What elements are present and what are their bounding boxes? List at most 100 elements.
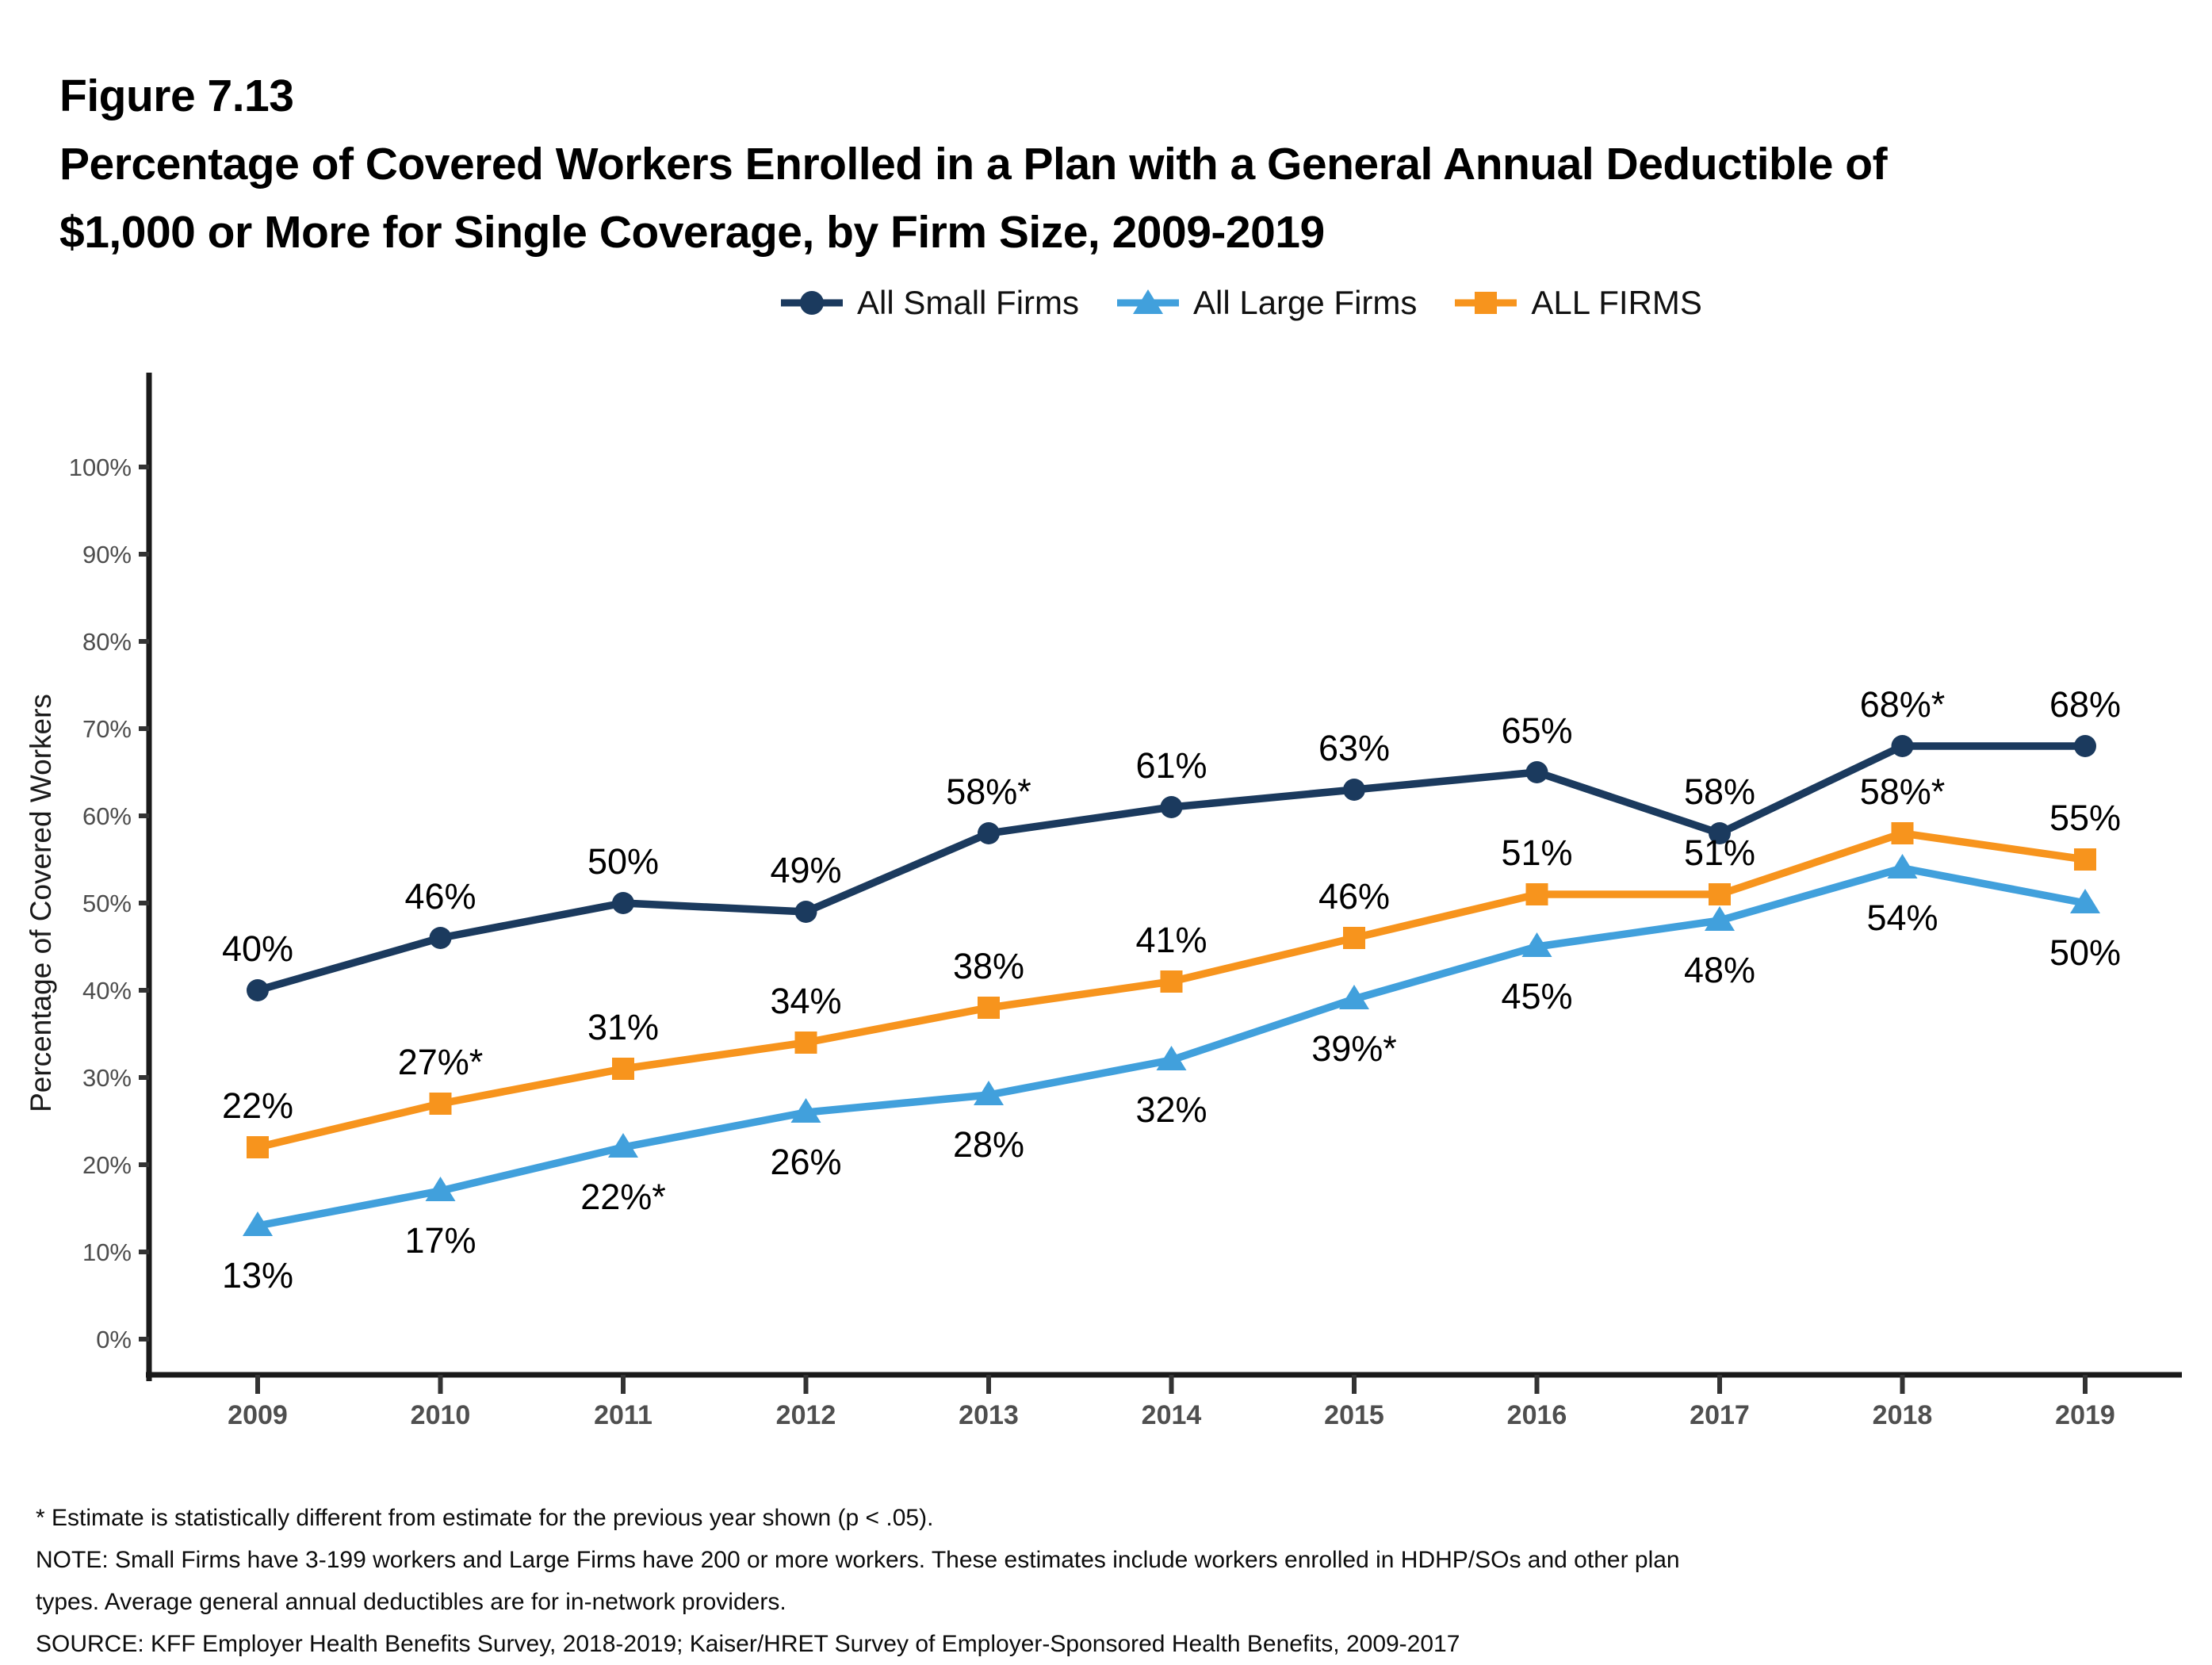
y-tick-label: 90% — [82, 541, 132, 568]
y-tick-label: 70% — [82, 715, 132, 743]
point-label: 32% — [1135, 1089, 1207, 1130]
series-marker-all-large-firms — [1156, 1046, 1187, 1070]
y-tick-label: 0% — [96, 1326, 132, 1353]
series-marker-all-large-firms — [1521, 932, 1552, 957]
point-label: 38% — [953, 946, 1024, 986]
series-marker-all-small-firms — [1891, 735, 1914, 757]
series-marker-all-large-firms — [243, 1211, 273, 1236]
x-tick-label: 2019 — [2055, 1400, 2115, 1430]
y-tick-label: 100% — [69, 454, 132, 481]
point-label: 51% — [1684, 832, 1755, 873]
point-label: 22%* — [580, 1177, 666, 1217]
y-tick-label: 80% — [82, 628, 132, 656]
point-label: 40% — [222, 928, 293, 969]
series-marker-all-firms — [1891, 822, 1914, 844]
series-marker-all-small-firms — [1709, 822, 1731, 844]
x-tick-label: 2017 — [1690, 1400, 1750, 1430]
series-marker-all-small-firms — [1525, 761, 1548, 783]
footnote-asterisk: * Estimate is statistically different fr… — [36, 1505, 934, 1531]
series-marker-all-small-firms — [1343, 779, 1365, 801]
point-label: 50% — [587, 841, 659, 882]
point-label: 58% — [1684, 771, 1755, 812]
legend-item-all-firms: ALL FIRMS — [1455, 284, 1702, 322]
legend-item-all-small-firms: All Small Firms — [781, 284, 1079, 322]
chart-title-line2: $1,000 or More for Single Coverage, by F… — [59, 207, 1325, 258]
series-marker-all-firms — [1160, 970, 1183, 993]
point-label: 26% — [770, 1142, 841, 1182]
footnotes: * Estimate is statistically different fr… — [36, 1497, 1680, 1665]
point-label: 39%* — [1311, 1028, 1397, 1069]
y-tick-label: 30% — [82, 1064, 132, 1092]
point-label: 27%* — [398, 1042, 484, 1082]
series-marker-all-small-firms — [1160, 796, 1183, 818]
chart-legend: All Small Firms All Large Firms ALL FIRMS — [781, 279, 1702, 327]
series-marker-all-firms — [1525, 883, 1548, 905]
series-marker-all-large-firms — [1887, 854, 1918, 878]
series-marker-all-small-firms — [247, 979, 269, 1001]
y-tick-label: 60% — [82, 802, 132, 830]
point-label: 28% — [953, 1124, 1024, 1165]
point-label: 50% — [2049, 932, 2121, 973]
point-label: 13% — [222, 1255, 293, 1296]
figure-number: Figure 7.13 — [59, 71, 294, 121]
point-label: 45% — [1501, 976, 1572, 1016]
footnote-source: SOURCE: KFF Employer Health Benefits Sur… — [36, 1631, 1460, 1657]
footnote-note-line2: types. Average general annual deductible… — [36, 1589, 786, 1615]
point-label: 61% — [1135, 745, 1207, 786]
point-label: 55% — [2049, 798, 2121, 838]
legend-item-all-large-firms: All Large Firms — [1117, 284, 1417, 322]
point-label: 58%* — [946, 771, 1031, 812]
series-marker-all-firms — [247, 1136, 269, 1158]
point-label: 31% — [587, 1007, 659, 1047]
point-label: 49% — [770, 850, 841, 890]
x-tick-label: 2015 — [1324, 1400, 1384, 1430]
point-label: 68% — [2049, 684, 2121, 725]
series-marker-all-large-firms — [974, 1081, 1004, 1105]
series-marker-all-firms — [978, 997, 1000, 1019]
point-label: 63% — [1318, 728, 1390, 768]
series-marker-all-large-firms — [2070, 889, 2100, 913]
series-marker-all-small-firms — [612, 892, 634, 914]
x-tick-label: 2016 — [1507, 1400, 1567, 1430]
series-marker-all-small-firms — [794, 901, 817, 923]
point-label: 46% — [1318, 876, 1390, 917]
series-marker-all-large-firms — [1339, 985, 1369, 1009]
series-marker-all-firms — [2074, 848, 2096, 871]
series-marker-all-firms — [429, 1093, 452, 1115]
point-label: 41% — [1135, 920, 1207, 960]
x-tick-label: 2012 — [776, 1400, 836, 1430]
legend-label: All Small Firms — [857, 284, 1079, 321]
x-tick-label: 2011 — [594, 1400, 653, 1430]
x-tick-label: 2009 — [228, 1400, 288, 1430]
point-label: 46% — [404, 876, 476, 917]
series-marker-all-large-firms — [425, 1177, 456, 1201]
series-marker-all-small-firms — [429, 927, 452, 949]
x-tick-label: 2013 — [959, 1400, 1019, 1430]
point-label: 48% — [1684, 950, 1755, 990]
point-label: 58%* — [1860, 771, 1946, 812]
series-marker-all-large-firms — [608, 1133, 638, 1158]
series-marker-all-firms — [794, 1032, 817, 1054]
x-tick-label: 2014 — [1142, 1400, 1202, 1430]
y-tick-label: 20% — [82, 1151, 132, 1179]
y-tick-label: 40% — [82, 977, 132, 1005]
point-label: 68%* — [1860, 684, 1946, 725]
square-marker-icon — [1455, 292, 1517, 314]
series-marker-all-firms — [1709, 883, 1731, 905]
x-tick-label: 2010 — [411, 1400, 471, 1430]
point-label: 17% — [404, 1220, 476, 1261]
y-tick-label: 10% — [82, 1238, 132, 1266]
series-marker-all-small-firms — [2074, 735, 2096, 757]
chart-title-line1: Percentage of Covered Workers Enrolled i… — [59, 139, 1888, 189]
point-label: 51% — [1501, 832, 1572, 873]
circle-marker-icon — [781, 291, 843, 315]
legend-label: ALL FIRMS — [1531, 284, 1702, 321]
series-marker-all-small-firms — [978, 822, 1000, 844]
point-label: 65% — [1501, 710, 1572, 751]
x-tick-label: 2018 — [1873, 1400, 1933, 1430]
footnote-note-line1: NOTE: Small Firms have 3-199 workers and… — [36, 1547, 1680, 1573]
legend-label: All Large Firms — [1193, 284, 1418, 321]
point-label: 22% — [222, 1085, 293, 1126]
